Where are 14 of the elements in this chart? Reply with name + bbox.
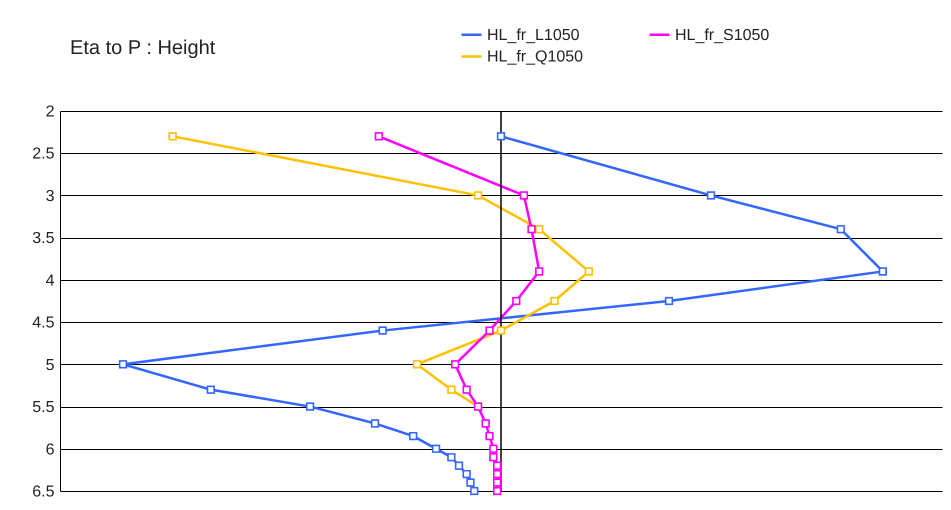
- chart-title: Eta to P : Height: [70, 37, 216, 59]
- y-tick-label: 6: [46, 441, 55, 458]
- y-tick-label: 4.5: [32, 314, 55, 332]
- legend-label: HL_fr_L1050: [487, 26, 580, 44]
- y-tick-label: 6.5: [32, 484, 55, 500]
- y-tick-label: 3.5: [32, 230, 55, 248]
- y-tick-label: 5: [46, 356, 55, 374]
- legend-label: HL_fr_Q1050: [487, 48, 584, 66]
- y-tick-label: 3: [46, 188, 55, 205]
- legend-label: HL_fr_S1050: [675, 26, 770, 44]
- y-tick-label: 4: [46, 272, 55, 290]
- y-tick-label: 5.5: [32, 399, 55, 416]
- y-tick-label: 2: [46, 104, 55, 120]
- y-tick-label: 2.5: [32, 146, 55, 163]
